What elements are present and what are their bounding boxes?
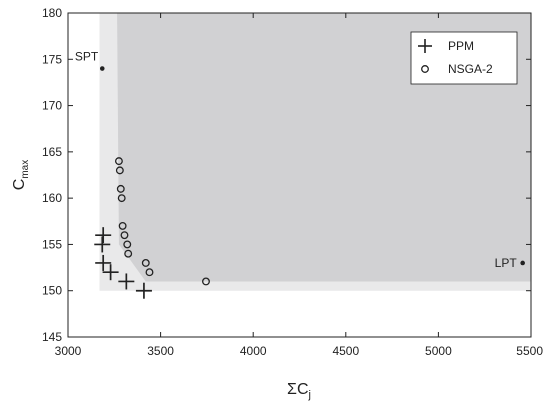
y-axis-label-main: C [11,179,28,191]
y-tick-label: 160 [42,191,62,205]
y-tick-label: 155 [42,237,62,251]
point-nsga2 [115,166,124,175]
point-ppm [135,282,152,299]
y-axis-ticks: 145 150 155 160 165 170 175 180 [42,6,531,344]
point-nsga2 [124,249,133,258]
y-tick-label: 145 [42,330,62,344]
annotation-label-lpt: LPT [495,256,518,270]
legend-marker-ppm [418,39,432,53]
legend: PPM NSGA-2 [410,31,518,85]
legend-label-nsga2: NSGA-2 [448,62,493,76]
x-tick-label: 5500 [516,344,543,358]
x-tick-label: 3000 [55,344,82,358]
point-ppm [118,273,135,290]
annotation-point-lpt [520,260,525,266]
y-axis-label: Cmax [11,160,31,190]
legend-marker-nsga2 [421,65,429,73]
x-tick-label: 3500 [147,344,174,358]
point-nsga2 [202,277,210,286]
y-tick-label: 150 [42,284,62,298]
point-nsga2 [117,194,126,203]
x-tick-label: 4500 [332,344,359,358]
x-tick-label: 4000 [240,344,267,358]
y-tick-label: 165 [42,145,62,159]
point-nsga2 [145,268,154,277]
point-nsga2 [116,184,125,193]
y-tick-label: 170 [42,99,62,113]
annotation-layer: SPT LPT [75,50,525,270]
x-axis-ticks: 3000 3500 4000 4500 5000 5500 [55,13,543,358]
y-tick-label: 175 [42,52,62,66]
x-axis-label: ΣCj [287,381,311,401]
point-nsga2 [118,221,127,230]
y-axis-label-subscript: max [20,160,31,179]
point-nsga2 [123,240,132,249]
x-axis-label-main: ΣC [287,381,308,398]
point-ppm [102,264,119,281]
point-nsga2 [114,157,123,166]
x-tick-label: 5000 [425,344,452,358]
x-axis-label-subscript: j [308,389,311,401]
legend-box [410,31,518,85]
legend-label-ppm: PPM [448,39,474,53]
annotation-point-spt [99,66,105,71]
point-nsga2 [141,258,150,267]
annotation-label-spt: SPT [75,50,99,64]
series-layer [94,157,210,299]
plot-frame [67,12,532,338]
y-tick-label: 180 [42,6,62,20]
point-nsga2 [120,231,129,240]
point-ppm [95,227,112,244]
point-ppm [95,254,112,271]
point-ppm [94,236,111,253]
